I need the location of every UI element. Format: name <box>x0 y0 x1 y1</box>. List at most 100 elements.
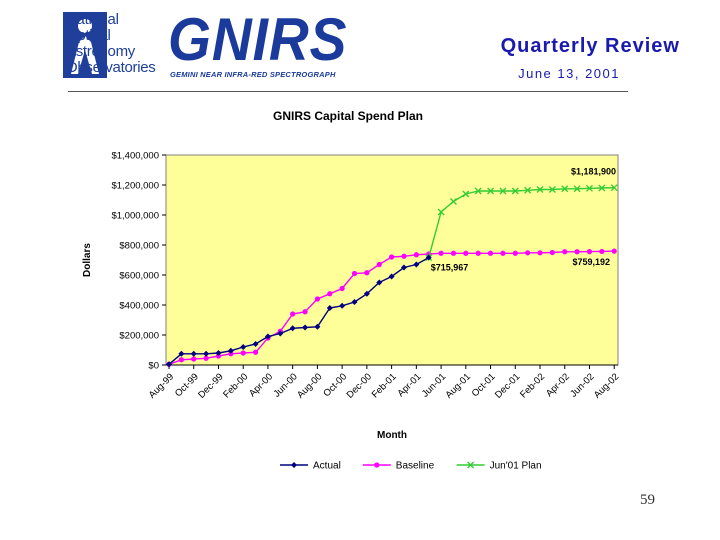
series-line <box>428 187 615 258</box>
x-tick-label: Apr-01 <box>396 371 424 399</box>
data-point <box>462 190 470 198</box>
y-tick-label: $800,000 <box>119 241 159 252</box>
y-tick-label: $1,400,000 <box>111 151 159 162</box>
data-point <box>327 291 333 297</box>
data-point <box>376 279 383 286</box>
data-point <box>215 350 222 356</box>
x-tick-label: Apr-00 <box>247 371 275 399</box>
data-point <box>240 350 246 356</box>
data-point <box>438 250 444 256</box>
data-point <box>351 270 358 277</box>
data-point <box>512 250 518 256</box>
data-point <box>524 186 532 194</box>
x-tick-label: Aug-02 <box>592 371 621 400</box>
x-tick-label: Feb-00 <box>221 371 250 400</box>
y-tick-label: $0 <box>148 361 159 372</box>
data-point <box>413 252 419 258</box>
data-point <box>511 187 519 195</box>
data-point <box>190 350 197 357</box>
data-point <box>388 273 395 280</box>
x-tick-label: Aug-99 <box>147 371 176 400</box>
x-tick-label: Oct-01 <box>470 371 498 399</box>
data-point <box>598 184 606 192</box>
data-point <box>277 330 284 337</box>
data-point <box>586 184 593 192</box>
data-point <box>351 299 358 305</box>
data-point <box>450 250 457 256</box>
data-point <box>339 285 345 292</box>
data-point <box>449 198 457 205</box>
data-annotation: $759,192 <box>572 257 610 267</box>
data-point <box>401 253 407 259</box>
data-point <box>289 325 296 332</box>
legend-item: Jun'01 Plan <box>456 461 542 472</box>
data-point <box>314 323 321 330</box>
data-point <box>467 461 475 469</box>
spend-plan-chart: GNIRS Capital Spend Plan $0 $200,000 $400,… <box>82 109 621 472</box>
data-point <box>178 350 185 357</box>
page-number: 59 <box>640 492 655 508</box>
data-point <box>574 249 580 255</box>
data-point <box>227 347 234 354</box>
data-point <box>610 184 618 192</box>
data-point <box>374 462 380 468</box>
data-point <box>191 356 197 362</box>
y-axis-label: Dollars <box>82 243 93 277</box>
y-tick-label: $1,000,000 <box>111 211 159 222</box>
org-line-2: Optical <box>66 27 111 44</box>
x-tick-label: Jun-02 <box>568 371 596 399</box>
x-axis: Aug-99Oct-99Dec-99Feb-00Apr-00Jun-00Aug-… <box>147 364 621 401</box>
data-point <box>178 357 184 363</box>
gnirs-logo: GNIRS GEMINI NEAR INFRA-RED SPECTROGRAPH <box>168 10 347 80</box>
data-point <box>487 250 494 256</box>
data-point <box>302 324 309 331</box>
x-tick-label: Jun-00 <box>271 371 299 399</box>
annotation-layer: $1,181,900 $759,192 $715,967 <box>431 167 616 273</box>
data-point <box>537 250 543 256</box>
x-tick-label: Aug-00 <box>295 371 324 400</box>
y-tick-label: $600,000 <box>119 271 159 282</box>
data-point <box>525 250 531 256</box>
data-point <box>487 187 495 195</box>
data-point <box>586 249 593 255</box>
data-point <box>611 248 617 254</box>
y-tick-label: $200,000 <box>119 331 159 342</box>
x-tick-label: Feb-02 <box>518 371 547 400</box>
review-title: Quarterly Review <box>500 35 680 57</box>
legend-label: Actual <box>313 461 341 472</box>
data-point <box>240 344 247 350</box>
data-point <box>339 302 346 309</box>
noao-logo <box>63 12 107 78</box>
data-point <box>562 249 568 255</box>
data-point <box>573 185 581 193</box>
data-point <box>413 261 420 268</box>
header-divider <box>68 91 628 92</box>
data-point <box>376 261 382 268</box>
x-tick-label: Aug-01 <box>443 371 472 400</box>
data-point <box>536 186 544 193</box>
series-line <box>168 256 430 365</box>
data-point <box>291 462 297 468</box>
data-point <box>203 350 210 357</box>
data-point <box>389 254 395 260</box>
x-tick-label: Feb-01 <box>370 371 399 400</box>
data-point <box>166 361 172 368</box>
data-point <box>500 250 506 256</box>
chart-title: GNIRS Capital Spend Plan <box>273 109 423 123</box>
data-point <box>364 270 370 276</box>
data-point <box>400 264 407 271</box>
org-line-3: Astronomy <box>66 43 135 60</box>
data-point <box>549 249 555 256</box>
data-point <box>599 248 605 255</box>
gnirs-subtitle: GEMINI NEAR INFRA-RED SPECTROGRAPH <box>170 70 336 79</box>
x-tick-label: Dec-00 <box>345 371 374 400</box>
series-0 <box>166 254 432 368</box>
data-point <box>437 208 445 216</box>
x-tick-label: Dec-99 <box>196 371 225 400</box>
x-tick-label: Dec-01 <box>493 371 522 400</box>
legend-label: Baseline <box>396 461 435 472</box>
y-tick-label: $400,000 <box>119 301 159 312</box>
data-point <box>561 185 569 193</box>
chart-legend: Actual Baseline Jun'01 Plan <box>280 461 542 472</box>
legend-item: Actual <box>280 461 341 472</box>
